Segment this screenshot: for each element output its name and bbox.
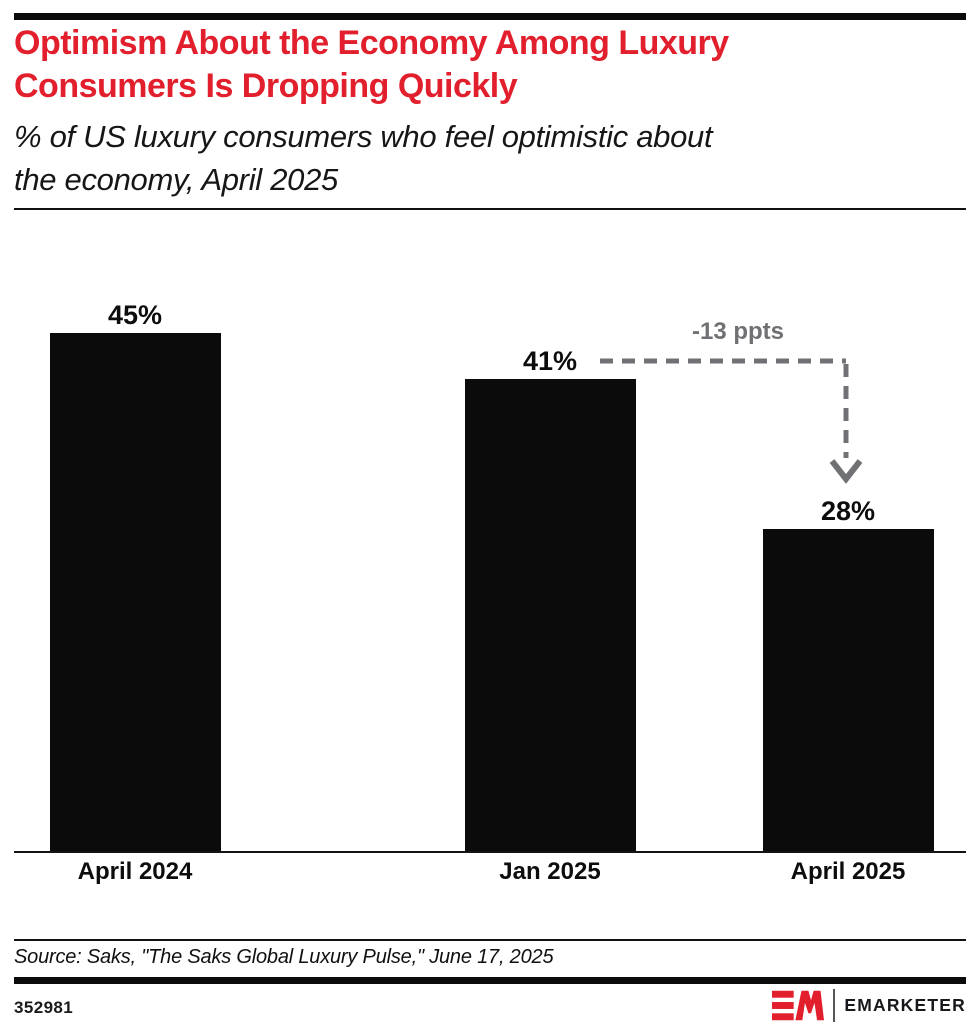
footer-rule bbox=[14, 977, 966, 984]
x-axis-label: Jan 2025 bbox=[499, 858, 601, 885]
bar-value-label: 28% bbox=[820, 496, 876, 526]
x-axis-label: April 2025 bbox=[790, 858, 906, 885]
top-rule bbox=[14, 13, 966, 20]
emarketer-logo: EMARKETER bbox=[772, 986, 966, 1024]
em-logo-icon bbox=[772, 990, 825, 1020]
header-rule bbox=[14, 208, 966, 210]
bar-3 bbox=[762, 529, 934, 852]
x-axis-line bbox=[14, 851, 966, 853]
source-text: Source: Saks, "The Saks Global Luxury Pu… bbox=[14, 946, 554, 968]
x-axis-labels: April 2024 Jan 2025 April 2025 bbox=[0, 858, 980, 888]
logo-divider-icon bbox=[833, 988, 836, 1022]
chart-plot: -13 ppts 45% 41% 28% bbox=[0, 290, 980, 852]
bar-1 bbox=[49, 333, 221, 852]
chart-subtitle: % of US luxury consumers who feel optimi… bbox=[14, 119, 713, 197]
chart-title: Optimism About the Economy Among Luxury … bbox=[14, 24, 729, 105]
chart-id: 352981 bbox=[14, 998, 74, 1017]
annotation-label: -13 ppts bbox=[691, 318, 784, 345]
bar-value-label: 41% bbox=[522, 346, 578, 376]
emarketer-wordmark: EMARKETER bbox=[844, 994, 966, 1015]
bar-2 bbox=[464, 379, 636, 852]
annotation-arrow-icon bbox=[600, 358, 863, 484]
source-rule bbox=[14, 939, 966, 941]
bar-value-label: 45% bbox=[107, 300, 163, 330]
x-axis-label: April 2024 bbox=[77, 858, 193, 885]
